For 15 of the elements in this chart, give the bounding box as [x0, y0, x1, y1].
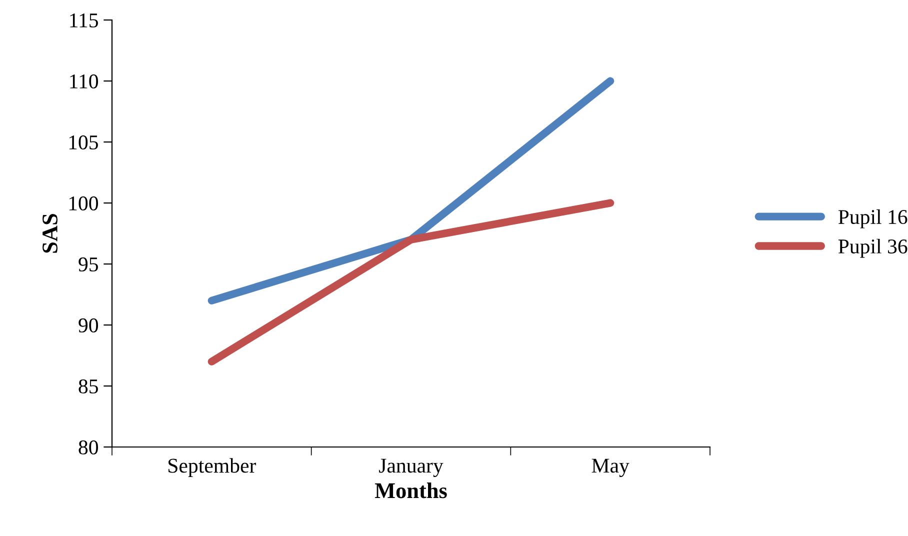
y-axis-title: SAS — [42, 214, 58, 253]
y-tick-label: 90 — [78, 318, 98, 332]
legend-label: Pupil 16 — [838, 209, 908, 228]
legend-label: Pupil 36 — [838, 238, 908, 258]
x-tick-label: September — [168, 458, 256, 478]
y-tick-label: 100 — [69, 196, 98, 210]
y-tick-label: 85 — [78, 379, 98, 394]
y-tick-label: 80 — [78, 440, 98, 454]
y-tick-label: 110 — [70, 74, 98, 88]
y-tick-label: 105 — [69, 135, 98, 150]
y-tick-label: 115 — [70, 13, 98, 28]
x-axis-title: Months — [374, 482, 447, 498]
x-tick-label: January — [379, 458, 444, 478]
y-tick-label: 95 — [78, 257, 98, 272]
x-tick-label: May — [592, 458, 630, 478]
